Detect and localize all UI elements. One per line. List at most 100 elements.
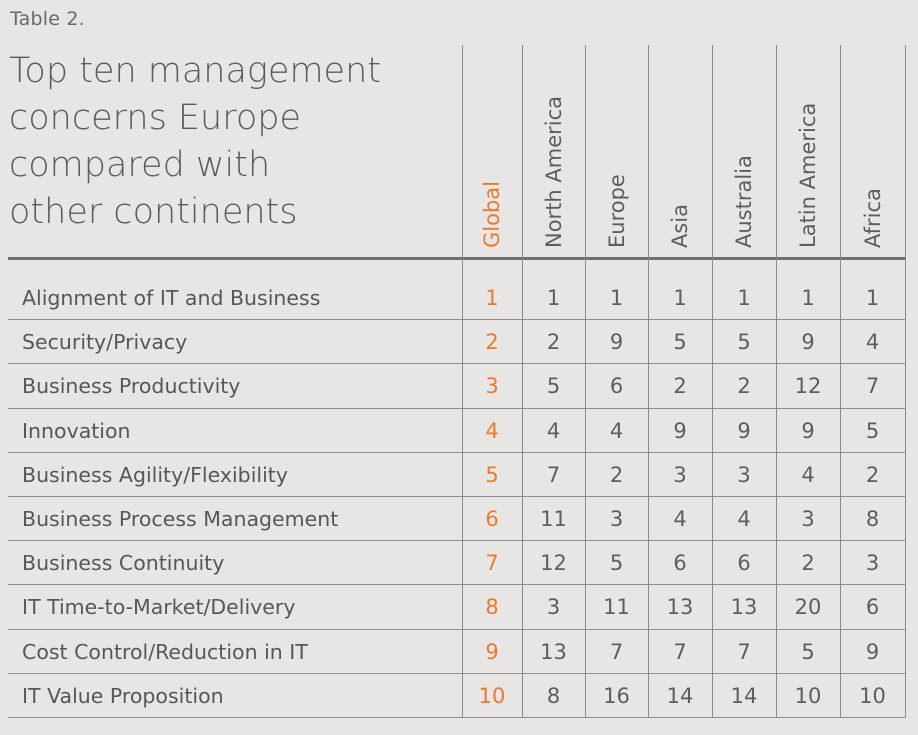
table-cell: 5 bbox=[609, 551, 624, 576]
table-cell: 1 bbox=[609, 286, 624, 310]
table-caption: Table 2. bbox=[10, 8, 85, 30]
table-cell: 8 bbox=[865, 507, 880, 531]
table-cell: 1 bbox=[546, 286, 561, 310]
table-cell: 20 bbox=[794, 595, 822, 620]
table-cell: 3 bbox=[546, 595, 561, 620]
column-divider bbox=[585, 45, 586, 717]
table-cell: 2 bbox=[865, 462, 880, 487]
table-cell: 2 bbox=[546, 330, 561, 355]
table-cell: 7 bbox=[865, 374, 880, 399]
table-cell: 9 bbox=[737, 418, 751, 443]
table-cell: 3 bbox=[801, 507, 815, 531]
table-cell: 4 bbox=[673, 507, 687, 531]
table-title: Top ten management concerns Europe compa… bbox=[9, 48, 459, 236]
title-line: other continents bbox=[9, 192, 298, 232]
table-cell: 2 bbox=[485, 330, 499, 355]
table-cell: 4 bbox=[865, 330, 880, 355]
row-divider bbox=[8, 451, 906, 453]
title-line: compared with bbox=[9, 145, 271, 185]
column-divider bbox=[648, 45, 649, 717]
table-cell: 16 bbox=[603, 683, 630, 708]
table-cell: 3 bbox=[485, 374, 499, 399]
column-divider bbox=[840, 45, 841, 717]
table-cell: 12 bbox=[794, 374, 822, 399]
table-cell: 7 bbox=[485, 551, 499, 576]
table-cell: 4 bbox=[737, 507, 751, 531]
column-header: Africa bbox=[861, 188, 885, 248]
table-cell: 13 bbox=[540, 639, 567, 664]
table-cell: 9 bbox=[865, 639, 880, 664]
table-cell: 1 bbox=[485, 286, 499, 310]
table-cell: 5 bbox=[673, 330, 687, 355]
table-cell: 14 bbox=[666, 683, 694, 708]
row-divider bbox=[8, 319, 906, 321]
title-line: Top ten management bbox=[9, 51, 381, 91]
table-cell: 11 bbox=[540, 507, 567, 531]
row-label: Business Process Management bbox=[22, 507, 339, 531]
table-cell: 13 bbox=[666, 595, 694, 620]
table-cell: 6 bbox=[865, 595, 880, 620]
table-cell: 3 bbox=[865, 551, 880, 576]
table-cell: 9 bbox=[673, 418, 687, 443]
table-cell: 13 bbox=[730, 595, 758, 620]
table-cell: 6 bbox=[737, 551, 751, 576]
table-cell: 7 bbox=[737, 639, 751, 664]
row-divider bbox=[8, 672, 906, 674]
table-cell: 5 bbox=[485, 462, 499, 487]
table-cell: 2 bbox=[609, 462, 624, 487]
table-cell: 7 bbox=[609, 639, 624, 664]
table-cell: 1 bbox=[673, 286, 687, 310]
row-label: Alignment of IT and Business bbox=[22, 286, 321, 310]
table-cell: 10 bbox=[859, 683, 886, 708]
row-divider bbox=[8, 717, 906, 718]
table-cell: 9 bbox=[801, 418, 815, 443]
header-rule bbox=[8, 257, 906, 260]
row-label: IT Time-to-Market/Delivery bbox=[22, 595, 296, 620]
table-cell: 8 bbox=[485, 595, 499, 620]
table-cell: 9 bbox=[485, 639, 499, 664]
table-cell: 5 bbox=[737, 330, 751, 355]
table-cell: 7 bbox=[673, 639, 687, 664]
table-cell: 14 bbox=[730, 683, 758, 708]
table-cell: 5 bbox=[546, 374, 561, 399]
table-cell: 11 bbox=[603, 595, 630, 620]
column-divider bbox=[462, 45, 463, 717]
row-divider bbox=[8, 496, 906, 497]
table-cell: 1 bbox=[865, 286, 880, 310]
column-header: Asia bbox=[668, 203, 692, 248]
row-divider bbox=[8, 407, 906, 409]
row-divider bbox=[8, 540, 906, 542]
table-cell: 5 bbox=[801, 639, 815, 664]
row-divider bbox=[8, 363, 906, 365]
column-header: Australia bbox=[732, 155, 756, 248]
table-cell: 10 bbox=[478, 683, 506, 708]
column-divider bbox=[776, 45, 777, 717]
table-cell: 6 bbox=[485, 507, 499, 531]
column-header: Global bbox=[480, 181, 504, 248]
row-divider bbox=[8, 584, 906, 586]
table-cell: 3 bbox=[737, 462, 751, 487]
table-cell: 6 bbox=[673, 551, 687, 576]
column-header: Europe bbox=[605, 174, 629, 248]
table-cell: 3 bbox=[673, 462, 687, 487]
table-cell: 2 bbox=[673, 374, 687, 399]
table-cell: 2 bbox=[801, 551, 815, 576]
row-label: Business Continuity bbox=[22, 551, 225, 576]
column-header: Latin America bbox=[796, 102, 820, 248]
row-divider bbox=[8, 628, 906, 630]
table-cell: 5 bbox=[865, 418, 880, 443]
column-divider bbox=[905, 45, 906, 717]
table-cell: 4 bbox=[609, 418, 624, 443]
table-cell: 1 bbox=[801, 286, 815, 310]
row-label: Cost Control/Reduction in IT bbox=[22, 639, 308, 664]
title-line: concerns Europe bbox=[9, 98, 302, 138]
table-cell: 9 bbox=[801, 330, 815, 355]
table-cell: 3 bbox=[609, 507, 624, 531]
table-cell: 12 bbox=[540, 551, 567, 576]
table-cell: 8 bbox=[546, 683, 561, 708]
table-cell: 6 bbox=[609, 374, 624, 399]
column-divider bbox=[522, 45, 523, 717]
row-label: Business Agility/Flexibility bbox=[22, 462, 288, 487]
table-cell: 2 bbox=[737, 374, 751, 399]
